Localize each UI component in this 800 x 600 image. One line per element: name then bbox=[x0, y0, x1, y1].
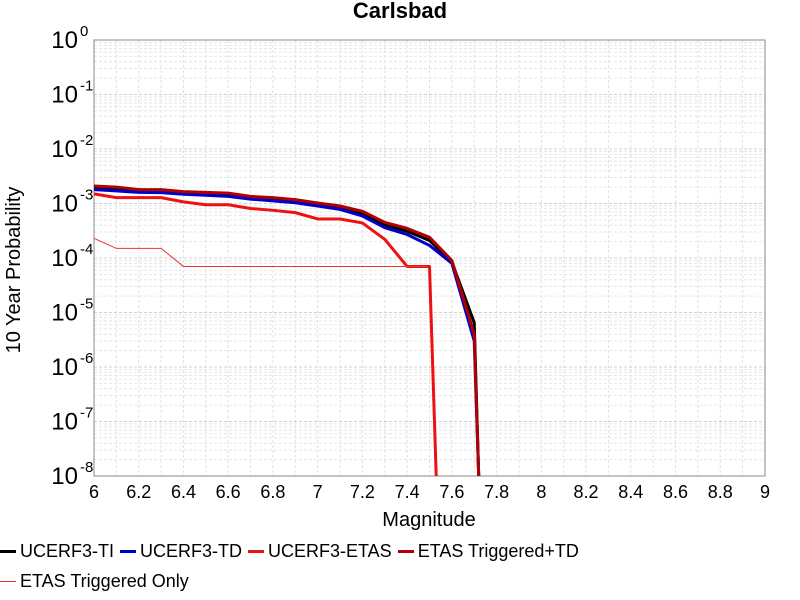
series-line-4 bbox=[93, 237, 428, 267]
y-tick-label: 10 bbox=[51, 409, 78, 436]
y-tick-label: 10 bbox=[51, 82, 78, 109]
x-tick-label: 8.8 bbox=[708, 482, 733, 502]
chart-title: Carlsbad bbox=[353, 0, 447, 23]
legend-swatch-ucerf3-td bbox=[120, 549, 136, 553]
y-axis-label: 10 Year Probability bbox=[3, 187, 25, 354]
legend-item-ucerf3-td: UCERF3-TD bbox=[120, 541, 242, 562]
series-line-1 bbox=[93, 188, 481, 477]
y-tick-exponent: -1 bbox=[80, 78, 93, 95]
y-tick-label: 10 bbox=[51, 463, 78, 490]
x-tick-labels: 6 6.2 6.4 6.6 6.8 7 7.2 7.4 7.6 7.8 8 8.2 8.4 8.6 8.8 9 bbox=[89, 482, 770, 502]
x-tick-label: 8.6 bbox=[663, 482, 688, 502]
series-line-3 bbox=[93, 184, 481, 477]
y-tick-label: 10 bbox=[51, 27, 78, 54]
y-tick-label: 10 bbox=[51, 354, 78, 381]
y-tick-exponent: -6 bbox=[80, 350, 93, 367]
y-tick-exponent: 0 bbox=[80, 23, 88, 40]
x-tick-label: 8.4 bbox=[618, 482, 643, 502]
x-tick-label: 6.2 bbox=[126, 482, 151, 502]
y-tick-exponent: -7 bbox=[80, 405, 93, 422]
x-axis-label: Magnitude bbox=[382, 509, 475, 531]
y-tick-label: 10 bbox=[51, 245, 78, 272]
legend-label-etas-triggered-only: ETAS Triggered Only bbox=[20, 570, 189, 591]
y-tick-label: 10 bbox=[51, 191, 78, 218]
x-tick-label: 7.2 bbox=[350, 482, 375, 502]
legend-row-1: UCERF3-TI UCERF3-TD UCERF3-ETAS ETAS Tri… bbox=[0, 536, 800, 566]
series-line-0 bbox=[93, 186, 481, 477]
legend-label-etas-triggered-td: ETAS Triggered+TD bbox=[417, 540, 579, 561]
legend-item-etas-triggered-td: ETAS Triggered+TD bbox=[397, 540, 579, 562]
legend-label-ucerf3-td: UCERF3-TD bbox=[140, 540, 242, 561]
series-line-2 bbox=[93, 192, 438, 477]
y-tick-label: 10 bbox=[51, 136, 78, 163]
grid bbox=[93, 40, 766, 477]
y-tick-exponent: -2 bbox=[80, 132, 93, 149]
legend-swatch-etas-triggered-only bbox=[0, 580, 16, 582]
legend-row-2: ETAS Triggered Only bbox=[0, 566, 800, 596]
legend-item-ucerf3-ti: UCERF3-TI bbox=[0, 541, 114, 562]
x-tick-label: 7.8 bbox=[484, 482, 509, 502]
x-tick-label: 6.8 bbox=[260, 482, 285, 502]
legend-swatch-ucerf3-ti bbox=[0, 549, 16, 553]
x-tick-label: 7.6 bbox=[439, 482, 464, 502]
legend-swatch-ucerf3-etas bbox=[248, 549, 264, 553]
x-tick-label: 9 bbox=[760, 482, 770, 502]
plot-frame bbox=[93, 39, 766, 477]
y-tick-label: 10 bbox=[51, 300, 78, 327]
x-tick-label: 8.2 bbox=[574, 482, 599, 502]
y-tick-exponent: -8 bbox=[80, 459, 93, 476]
series-layer bbox=[93, 184, 481, 477]
y-tick-exponent: -4 bbox=[80, 241, 93, 258]
x-tick-label: 6 bbox=[89, 482, 99, 502]
legend: UCERF3-TI UCERF3-TD UCERF3-ETAS ETAS Tri… bbox=[0, 536, 800, 596]
legend-item-ucerf3-etas: UCERF3-ETAS bbox=[248, 541, 392, 562]
legend-label-ucerf3-ti: UCERF3-TI bbox=[20, 540, 114, 561]
legend-label-ucerf3-etas: UCERF3-ETAS bbox=[268, 540, 392, 561]
x-tick-label: 7.4 bbox=[395, 482, 420, 502]
chart-svg: Carlsbad 6 6.2 6.4 6.6 6.8 7 7.2 7.4 7.6 7.8 8 8.2 8… bbox=[3, 0, 770, 531]
y-tick-exponent: -3 bbox=[80, 187, 93, 204]
x-tick-label: 6.6 bbox=[216, 482, 241, 502]
legend-item-etas-triggered-only: ETAS Triggered Only bbox=[0, 571, 189, 592]
legend-swatch-etas-triggered-td bbox=[397, 549, 414, 553]
x-tick-label: 6.4 bbox=[171, 482, 196, 502]
x-tick-label: 7 bbox=[313, 482, 323, 502]
y-tick-exponent: -5 bbox=[80, 296, 93, 313]
x-tick-label: 8 bbox=[536, 482, 546, 502]
